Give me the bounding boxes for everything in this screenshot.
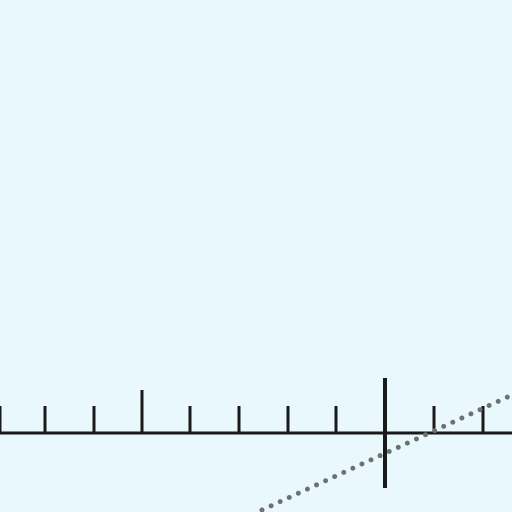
- dotted-line: [259, 392, 512, 512]
- axis-ticks: [0, 390, 485, 433]
